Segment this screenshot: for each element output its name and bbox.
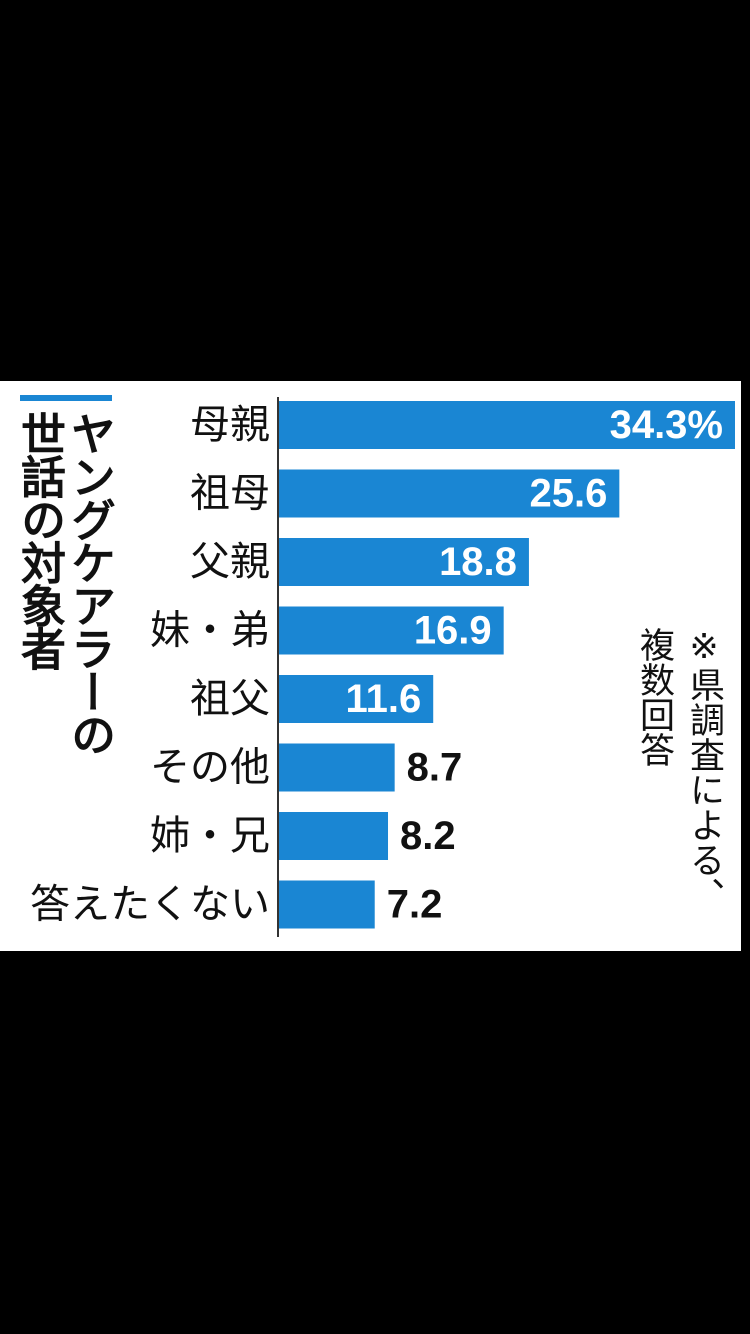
bars-layer: 母親 34.3% 祖母 25.6 父親 18.8 妹・弟 16.9 祖父 11.6 その他 8.7 姉・… [30,401,735,929]
source-note-line-1: ※県調査による、 [684,627,724,912]
category-label: 母親 [190,402,270,448]
title-accent-line [20,395,112,401]
value-label: 25.6 [529,472,607,516]
bar [279,880,375,929]
bar [279,812,389,860]
bar [279,538,529,586]
value-label: 8.7 [407,746,463,790]
chart-title-line-1: ヤングケアラーの [63,411,116,755]
category-label: 姉・兄 [150,813,270,859]
bar [279,606,504,655]
category-label: 祖母 [190,471,270,517]
category-label: 父親 [190,539,270,585]
bar [279,743,395,792]
value-label: 34.3% [610,403,723,447]
bar-chart: 母親 34.3% 祖母 25.6 父親 18.8 妹・弟 16.9 祖父 11.6 その他 8.7 姉・… [30,397,735,937]
category-label: 妹・弟 [150,608,270,654]
bar [279,401,735,449]
value-label: 11.6 [346,677,422,721]
chart-panel: ヤングケアラーの 世話の対象者 母親 34.3% 祖母 25.6 父親 18.8 妹・弟 16… [0,381,741,951]
bar [279,675,434,723]
value-label: 7.2 [387,883,443,927]
category-label: その他 [150,745,270,791]
value-label: 16.9 [414,609,492,653]
category-label: 答えたくない [30,882,270,928]
chart-title-line-2: 世話の対象者 [13,411,66,669]
category-label: 祖父 [190,676,270,722]
source-note-line-2: 複数回答 [634,627,674,767]
value-label: 8.2 [400,814,456,858]
value-label: 18.8 [439,540,517,584]
bar [279,469,620,518]
